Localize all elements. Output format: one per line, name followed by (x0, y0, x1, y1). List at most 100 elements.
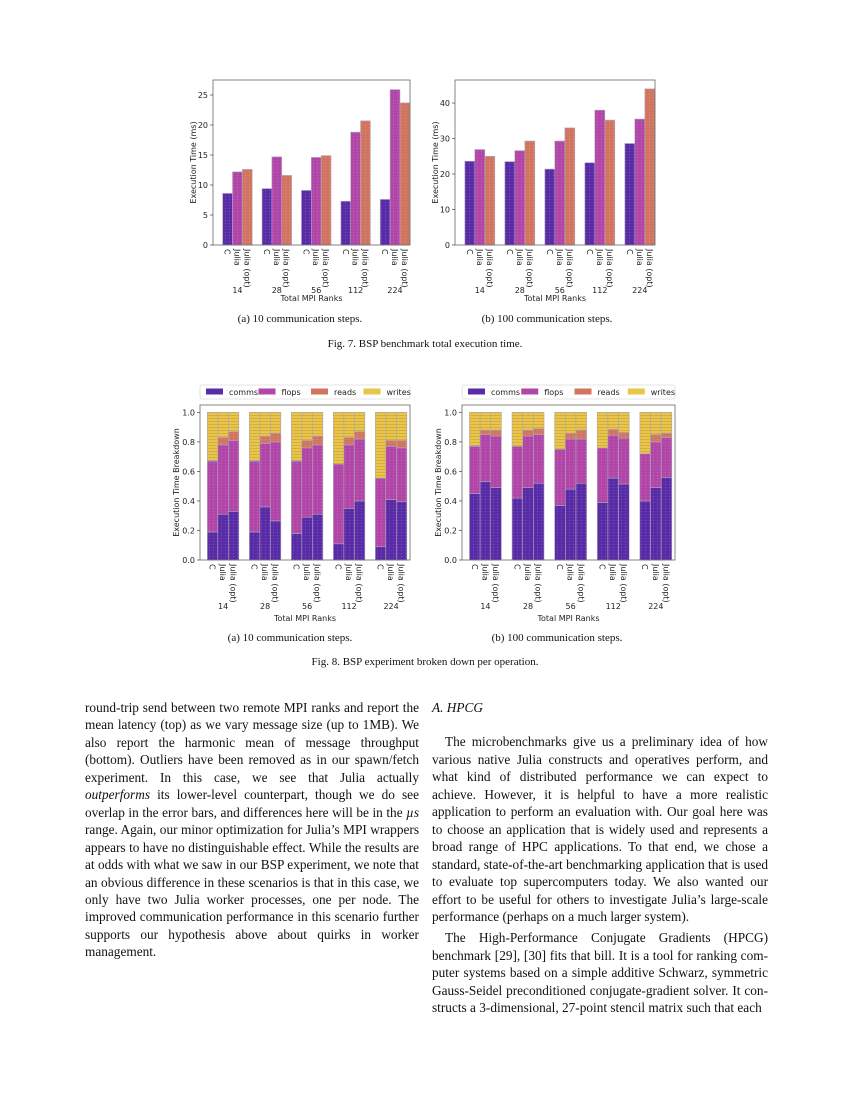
fig8-caption: Fig. 8. BSP experiment broken down per o… (311, 656, 539, 668)
legend-swatch-flops (258, 388, 276, 395)
bar-hatch (399, 102, 410, 245)
bar-hatch (522, 487, 534, 560)
bar-hatch (504, 161, 515, 245)
bar-hatch (490, 412, 502, 431)
bar-hatch (232, 171, 243, 245)
x-tick-label: Julia (opt) (525, 248, 534, 288)
x-tick-label: Julia (480, 563, 489, 581)
y-tick-label: 20 (440, 170, 450, 179)
x-tick-label: C (341, 249, 350, 255)
x-tick-label: C (380, 249, 389, 255)
bar-hatch (607, 478, 619, 560)
bar-hatch (350, 132, 361, 245)
text-run: its lower-level counterpart, though we d… (85, 787, 419, 820)
group-label: 14 (218, 602, 228, 611)
x-tick-label: Julia (232, 248, 241, 266)
bar-hatch (639, 412, 651, 454)
x-tick-label: Julia (opt) (605, 248, 614, 288)
bar-hatch (385, 446, 397, 500)
bar-hatch (533, 434, 545, 484)
bar-hatch (554, 449, 566, 506)
plot-frame (199, 404, 411, 561)
bar-hatch (650, 487, 662, 560)
bar-hatch (360, 120, 371, 245)
bar-hatch (228, 511, 239, 560)
bar-hatch (354, 412, 365, 432)
bar-hatch (618, 438, 630, 484)
bar-hatch (634, 119, 645, 245)
bar-hatch (575, 430, 587, 439)
y-tick-label: 10 (440, 206, 450, 215)
text-run: round-trip send between two remote MPI r… (85, 700, 419, 785)
bar-hatch (650, 434, 662, 442)
bar-hatch (639, 453, 651, 501)
bar-hatch (575, 483, 587, 560)
x-axis-label: Total MPI Ranks (536, 614, 599, 623)
legend-swatch-comms (206, 388, 223, 395)
bar-hatch (512, 446, 523, 498)
bar-hatch (312, 514, 323, 560)
x-tick-label: Julia (opt) (271, 563, 280, 603)
x-tick-label: Julia (opt) (619, 563, 628, 603)
x-tick-label: Julia (386, 563, 395, 581)
bar-hatch (217, 412, 229, 438)
x-tick-label: C (223, 249, 232, 255)
x-tick-label: Julia (opt) (313, 563, 322, 603)
bar-hatch (469, 493, 481, 560)
y-tick-label: 0.0 (444, 556, 457, 565)
bar-hatch (270, 412, 281, 434)
paragraph: The microbenchmarks give us a preliminar… (432, 734, 768, 924)
group-label: 28 (523, 602, 533, 611)
bar-hatch (624, 143, 635, 245)
y-axis-label: Execution Time Breakdown (434, 428, 443, 537)
bar-hatch (533, 428, 545, 435)
bar-hatch (291, 412, 302, 461)
x-tick-label: C (465, 249, 474, 255)
bar-hatch (544, 169, 555, 245)
x-tick-label: Julia (opt) (355, 563, 364, 603)
bar-hatch (380, 199, 391, 245)
bar-hatch (270, 441, 281, 521)
bar-hatch (207, 460, 218, 462)
bar-hatch (312, 444, 323, 515)
y-tick-label: 5 (203, 211, 208, 220)
x-tick-label: Julia (651, 563, 660, 581)
bar-hatch (644, 88, 655, 245)
x-tick-label: Julia (opt) (491, 563, 500, 603)
bar-hatch (639, 500, 651, 560)
bar-hatch (354, 431, 365, 439)
bar-hatch (524, 141, 535, 245)
bar-hatch (618, 483, 630, 560)
bar-hatch (469, 446, 481, 494)
bar-hatch (480, 430, 491, 435)
y-tick-label: 0.8 (444, 438, 457, 447)
y-tick-label: 0 (203, 241, 208, 250)
x-tick-label: C (585, 249, 594, 255)
group-label: 28 (272, 286, 282, 295)
bar-hatch (490, 487, 502, 560)
bar-hatch (469, 445, 481, 447)
bar-hatch (312, 436, 323, 445)
bar-hatch (385, 499, 397, 560)
bar-hatch (661, 477, 672, 560)
legend-box (199, 384, 411, 400)
bar-hatch (207, 461, 218, 532)
y-tick-label: 20 (198, 121, 208, 130)
y-tick-label: 0 (445, 241, 450, 250)
bar-hatch (343, 508, 355, 560)
bar-hatch (490, 430, 502, 436)
group-label: 224 (383, 602, 398, 611)
x-tick-label: Julia (opt) (360, 248, 369, 288)
bar-hatch (522, 430, 534, 436)
group-label: 224 (648, 602, 663, 611)
bar-hatch (354, 500, 365, 560)
bar-hatch (222, 193, 233, 245)
bar-hatch (291, 460, 302, 462)
bar-hatch (650, 412, 662, 435)
x-tick-label: Julia (390, 248, 399, 266)
bar-hatch (217, 444, 229, 515)
bar-hatch (301, 440, 313, 448)
x-tick-label: C (470, 564, 479, 570)
legend-swatch-writes (363, 388, 381, 395)
bar-hatch (396, 412, 407, 441)
